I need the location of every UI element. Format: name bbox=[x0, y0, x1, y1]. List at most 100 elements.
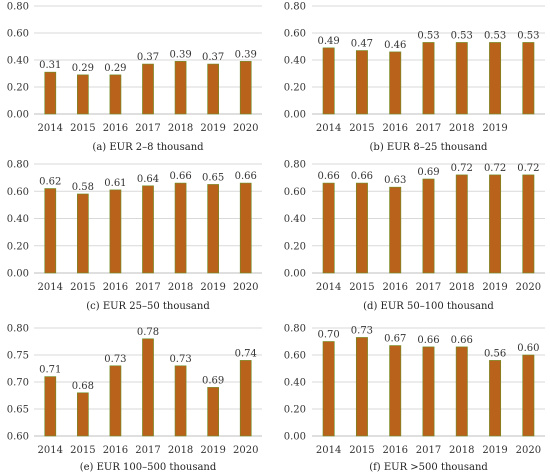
x-tick-label: 2019 bbox=[482, 445, 507, 456]
data-label: 0.70 bbox=[318, 330, 340, 341]
bar bbox=[239, 61, 252, 115]
data-label: 0.53 bbox=[517, 30, 539, 41]
data-label: 0.37 bbox=[137, 52, 159, 63]
y-tick-label: 0.40 bbox=[284, 378, 306, 389]
bar bbox=[389, 345, 402, 437]
bar bbox=[422, 346, 435, 437]
y-tick-label: 0.00 bbox=[7, 269, 29, 280]
chart-panel-1: 0.00 0.20 0.40 0.60 0.80 0.31 2014 0.29 2015 0.29… bbox=[7, 2, 262, 153]
data-label: 0.78 bbox=[137, 327, 159, 338]
chart-panel-4: 0.00 0.20 0.40 0.60 0.80 0.66 2014 0.66 2015 0.63… bbox=[284, 160, 545, 312]
x-tick-label: 2014 bbox=[316, 282, 341, 293]
data-label: 0.58 bbox=[72, 182, 94, 193]
y-tick-label: 0.20 bbox=[7, 83, 29, 94]
data-label: 0.53 bbox=[484, 30, 506, 41]
y-tick-label: 0.40 bbox=[7, 56, 29, 67]
bar bbox=[422, 178, 435, 274]
x-tick-label: 2016 bbox=[382, 123, 407, 134]
y-tick-label: 0.80 bbox=[284, 2, 306, 13]
bar bbox=[455, 42, 468, 115]
x-tick-label: 2018 bbox=[168, 123, 193, 134]
chart-panel-3: 0.00 0.20 0.40 0.60 0.80 0.62 2014 0.58 2015 0.61… bbox=[7, 160, 262, 312]
chart-panel-5: 0.60 0.65 0.70 0.75 0.80 0.71 2014 0.68 2015 0.73… bbox=[7, 324, 262, 473]
x-tick-label: 2015 bbox=[349, 282, 374, 293]
bar bbox=[422, 42, 435, 115]
x-tick-label: 2017 bbox=[416, 282, 441, 293]
bar bbox=[77, 74, 89, 115]
data-label: 0.63 bbox=[384, 175, 406, 186]
y-tick-label: 0.80 bbox=[284, 324, 306, 335]
x-tick-label: 2020 bbox=[516, 445, 541, 456]
data-label: 0.73 bbox=[104, 354, 126, 365]
y-tick-label: 0.40 bbox=[284, 214, 306, 225]
x-tick-label: 2015 bbox=[70, 445, 95, 456]
data-label: 0.74 bbox=[235, 348, 257, 359]
bar bbox=[207, 63, 219, 115]
data-label: 0.72 bbox=[517, 163, 539, 174]
data-label: 0.66 bbox=[351, 171, 373, 182]
bar bbox=[489, 42, 502, 115]
x-tick-label: 2015 bbox=[70, 123, 95, 134]
data-label: 0.46 bbox=[384, 40, 406, 51]
y-tick-label: 0.20 bbox=[284, 241, 306, 252]
y-tick-label: 0.60 bbox=[7, 29, 29, 40]
bar bbox=[455, 174, 468, 274]
y-tick-label: 0.00 bbox=[284, 110, 306, 121]
x-tick-label: 2018 bbox=[449, 123, 474, 134]
data-label: 0.69 bbox=[202, 375, 224, 386]
x-tick-label: 2014 bbox=[316, 445, 341, 456]
data-label: 0.62 bbox=[39, 177, 61, 188]
y-tick-label: 0.40 bbox=[7, 214, 29, 225]
y-tick-label: 0.80 bbox=[7, 324, 29, 335]
chart-caption: (b) EUR 8–25 thousand bbox=[370, 142, 489, 153]
y-tick-label: 0.75 bbox=[7, 351, 29, 362]
x-tick-label: 2019 bbox=[482, 123, 507, 134]
bar bbox=[174, 365, 187, 437]
y-tick-label: 0.60 bbox=[7, 432, 29, 443]
data-label: 0.61 bbox=[104, 178, 126, 189]
chart-panel-2: 0.00 0.20 0.40 0.60 0.80 0.49 2014 0.47 2015 0.46… bbox=[284, 2, 545, 153]
x-tick-label: 2019 bbox=[200, 445, 225, 456]
x-tick-label: 2018 bbox=[168, 282, 193, 293]
y-tick-label: 0.60 bbox=[7, 187, 29, 198]
bar bbox=[522, 42, 535, 115]
chart-caption: (f) EUR >500 thousand bbox=[369, 462, 488, 473]
bar bbox=[44, 188, 57, 274]
x-tick-label: 2018 bbox=[168, 445, 193, 456]
y-tick-label: 0.80 bbox=[7, 2, 29, 13]
chart-caption: (a) EUR 2–8 thousand bbox=[92, 142, 204, 153]
data-label: 0.29 bbox=[104, 63, 126, 74]
y-tick-label: 0.70 bbox=[7, 378, 29, 389]
bar bbox=[142, 338, 154, 437]
x-tick-label: 2020 bbox=[233, 123, 258, 134]
bar bbox=[109, 365, 122, 437]
data-label: 0.49 bbox=[318, 36, 340, 47]
bar bbox=[109, 74, 122, 115]
data-label: 0.72 bbox=[484, 163, 506, 174]
data-label: 0.68 bbox=[72, 381, 94, 392]
data-label: 0.69 bbox=[417, 167, 439, 178]
data-label: 0.72 bbox=[451, 163, 473, 174]
x-tick-label: 2016 bbox=[103, 123, 128, 134]
x-tick-label: 2019 bbox=[200, 282, 225, 293]
data-label: 0.71 bbox=[39, 365, 61, 376]
bar bbox=[355, 182, 368, 274]
bar bbox=[109, 189, 122, 274]
data-label: 0.39 bbox=[235, 49, 257, 60]
bar bbox=[522, 174, 535, 274]
bar bbox=[239, 360, 252, 437]
data-label: 0.64 bbox=[137, 174, 159, 185]
data-label: 0.66 bbox=[417, 335, 439, 346]
x-tick-label: 2016 bbox=[382, 282, 407, 293]
x-tick-label: 2015 bbox=[70, 282, 95, 293]
x-tick-label: 2017 bbox=[416, 123, 441, 134]
y-tick-label: 0.65 bbox=[7, 405, 29, 416]
chart-caption: (e) EUR 100–500 thousand bbox=[80, 462, 217, 473]
y-tick-label: 0.00 bbox=[7, 110, 29, 121]
x-tick-label: 2017 bbox=[416, 445, 441, 456]
x-tick-label: 2014 bbox=[38, 445, 63, 456]
bar bbox=[77, 193, 89, 274]
bar bbox=[239, 182, 252, 274]
